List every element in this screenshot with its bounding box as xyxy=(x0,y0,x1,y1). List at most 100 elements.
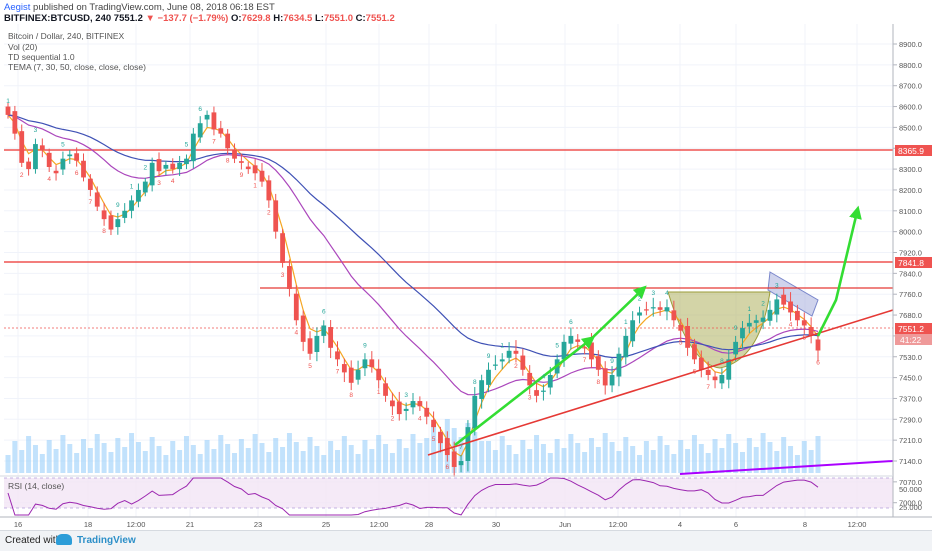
indicator-tema[interactable]: TEMA (7, 30, 50, close, close, close) xyxy=(8,62,146,72)
candle-body[interactable] xyxy=(589,342,594,360)
candle-body[interactable] xyxy=(486,369,491,385)
candle-body[interactable] xyxy=(238,161,244,163)
candle-body[interactable] xyxy=(67,154,73,157)
candle-body[interactable] xyxy=(245,166,251,170)
candle-body[interactable] xyxy=(156,159,162,172)
candle-body[interactable] xyxy=(740,328,745,339)
candle-body[interactable] xyxy=(815,339,821,351)
candle-body[interactable] xyxy=(163,164,169,169)
candle-body[interactable] xyxy=(575,339,581,342)
candle-body[interactable] xyxy=(643,309,649,311)
candle-body[interactable] xyxy=(149,162,155,186)
candle-body[interactable] xyxy=(184,158,189,165)
candle-body[interactable] xyxy=(541,390,546,392)
candle-body[interactable] xyxy=(403,408,409,411)
candle-body[interactable] xyxy=(335,351,340,360)
candle-body[interactable] xyxy=(53,170,59,174)
candle-body[interactable] xyxy=(259,170,265,182)
indicator-vol[interactable]: Vol (20) xyxy=(8,42,38,52)
candle-body[interactable] xyxy=(307,338,313,354)
candle-body[interactable] xyxy=(115,219,121,228)
candle-body[interactable] xyxy=(101,210,107,220)
candle-body[interactable] xyxy=(293,293,299,321)
candle-body[interactable] xyxy=(719,374,725,384)
candle-body[interactable] xyxy=(438,431,443,444)
candle-body[interactable] xyxy=(129,200,134,211)
candle-body[interactable] xyxy=(39,145,45,151)
candle-body[interactable] xyxy=(232,149,237,159)
candle-body[interactable] xyxy=(746,322,752,327)
candle-body[interactable] xyxy=(328,327,334,348)
candle-body[interactable] xyxy=(630,320,636,342)
candle-body[interactable] xyxy=(280,233,285,263)
candle-body[interactable] xyxy=(46,152,52,168)
candle-body[interactable] xyxy=(5,106,11,115)
candle-body[interactable] xyxy=(685,325,690,348)
tradingview-logo-icon[interactable] xyxy=(56,534,72,545)
candle-body[interactable] xyxy=(527,372,533,386)
candle-body[interactable] xyxy=(451,451,457,467)
candle-body[interactable] xyxy=(444,438,450,456)
support-trendline[interactable] xyxy=(427,309,894,456)
green-arrow-mid[interactable] xyxy=(589,285,647,341)
candle-body[interactable] xyxy=(492,364,498,366)
candle-body[interactable] xyxy=(33,144,38,170)
candle-body[interactable] xyxy=(136,189,141,202)
candle-body[interactable] xyxy=(568,335,574,344)
candle-body[interactable] xyxy=(190,133,196,162)
candle-body[interactable] xyxy=(733,341,739,355)
candle-body[interactable] xyxy=(341,364,347,373)
candle-body[interactable] xyxy=(417,401,423,407)
candle-body[interactable] xyxy=(74,153,80,161)
time-axis[interactable]: 16 18 12:00 21 23 25 12:00 28 30 Jun 12:00 4 6 8 12:00 xyxy=(0,516,932,529)
candle-body[interactable] xyxy=(698,357,704,370)
candle-body[interactable] xyxy=(81,160,86,178)
candle-body[interactable] xyxy=(383,383,388,396)
candle-body[interactable] xyxy=(671,310,677,321)
candle-body[interactable] xyxy=(753,320,759,323)
candle-body[interactable] xyxy=(513,350,519,354)
candle-body[interactable] xyxy=(362,359,368,369)
candle-body[interactable] xyxy=(300,315,306,342)
candle-body[interactable] xyxy=(26,161,31,170)
candle-body[interactable] xyxy=(657,307,663,310)
candle-body[interactable] xyxy=(623,335,629,358)
candle-body[interactable] xyxy=(712,376,718,381)
candle-body[interactable] xyxy=(19,131,25,163)
candle-body[interactable] xyxy=(767,309,773,321)
candle-body[interactable] xyxy=(321,325,327,336)
candle-body[interactable] xyxy=(561,341,567,360)
candle-body[interactable] xyxy=(609,374,615,386)
symbol-label[interactable]: BITFINEX:BTCUSD, 240 xyxy=(4,13,112,24)
candle-body[interactable] xyxy=(650,307,656,309)
candle-body[interactable] xyxy=(273,200,279,232)
candle-body[interactable] xyxy=(547,374,553,388)
candle-body[interactable] xyxy=(506,350,512,358)
candle-body[interactable] xyxy=(396,401,402,415)
candle-body[interactable] xyxy=(177,162,183,170)
candle-body[interactable] xyxy=(108,215,114,230)
candle-body[interactable] xyxy=(808,327,814,336)
candle-body[interactable] xyxy=(795,310,800,321)
candle-body[interactable] xyxy=(87,178,93,190)
candle-body[interactable] xyxy=(602,368,608,386)
tradingview-brand[interactable]: TradingView xyxy=(77,535,136,546)
candle-body[interactable] xyxy=(774,299,780,315)
candle-body[interactable] xyxy=(225,133,231,149)
candle-body[interactable] xyxy=(12,111,18,134)
candle-body[interactable] xyxy=(314,335,320,352)
candle-body[interactable] xyxy=(520,355,526,370)
green-arrow-left[interactable] xyxy=(454,336,596,447)
candle-body[interactable] xyxy=(678,324,684,331)
candle-body[interactable] xyxy=(472,395,478,429)
indicator-td[interactable]: TD sequential 1.0 xyxy=(8,52,75,62)
candle-body[interactable] xyxy=(376,368,382,381)
candle-body[interactable] xyxy=(664,307,670,312)
indicator-rsi[interactable]: RSI (14, close) xyxy=(8,481,65,491)
candle-body[interactable] xyxy=(637,312,642,316)
candle-body[interactable] xyxy=(218,128,224,134)
candle-body[interactable] xyxy=(355,369,361,380)
candle-body[interactable] xyxy=(582,347,588,349)
candle-body[interactable] xyxy=(705,369,711,375)
